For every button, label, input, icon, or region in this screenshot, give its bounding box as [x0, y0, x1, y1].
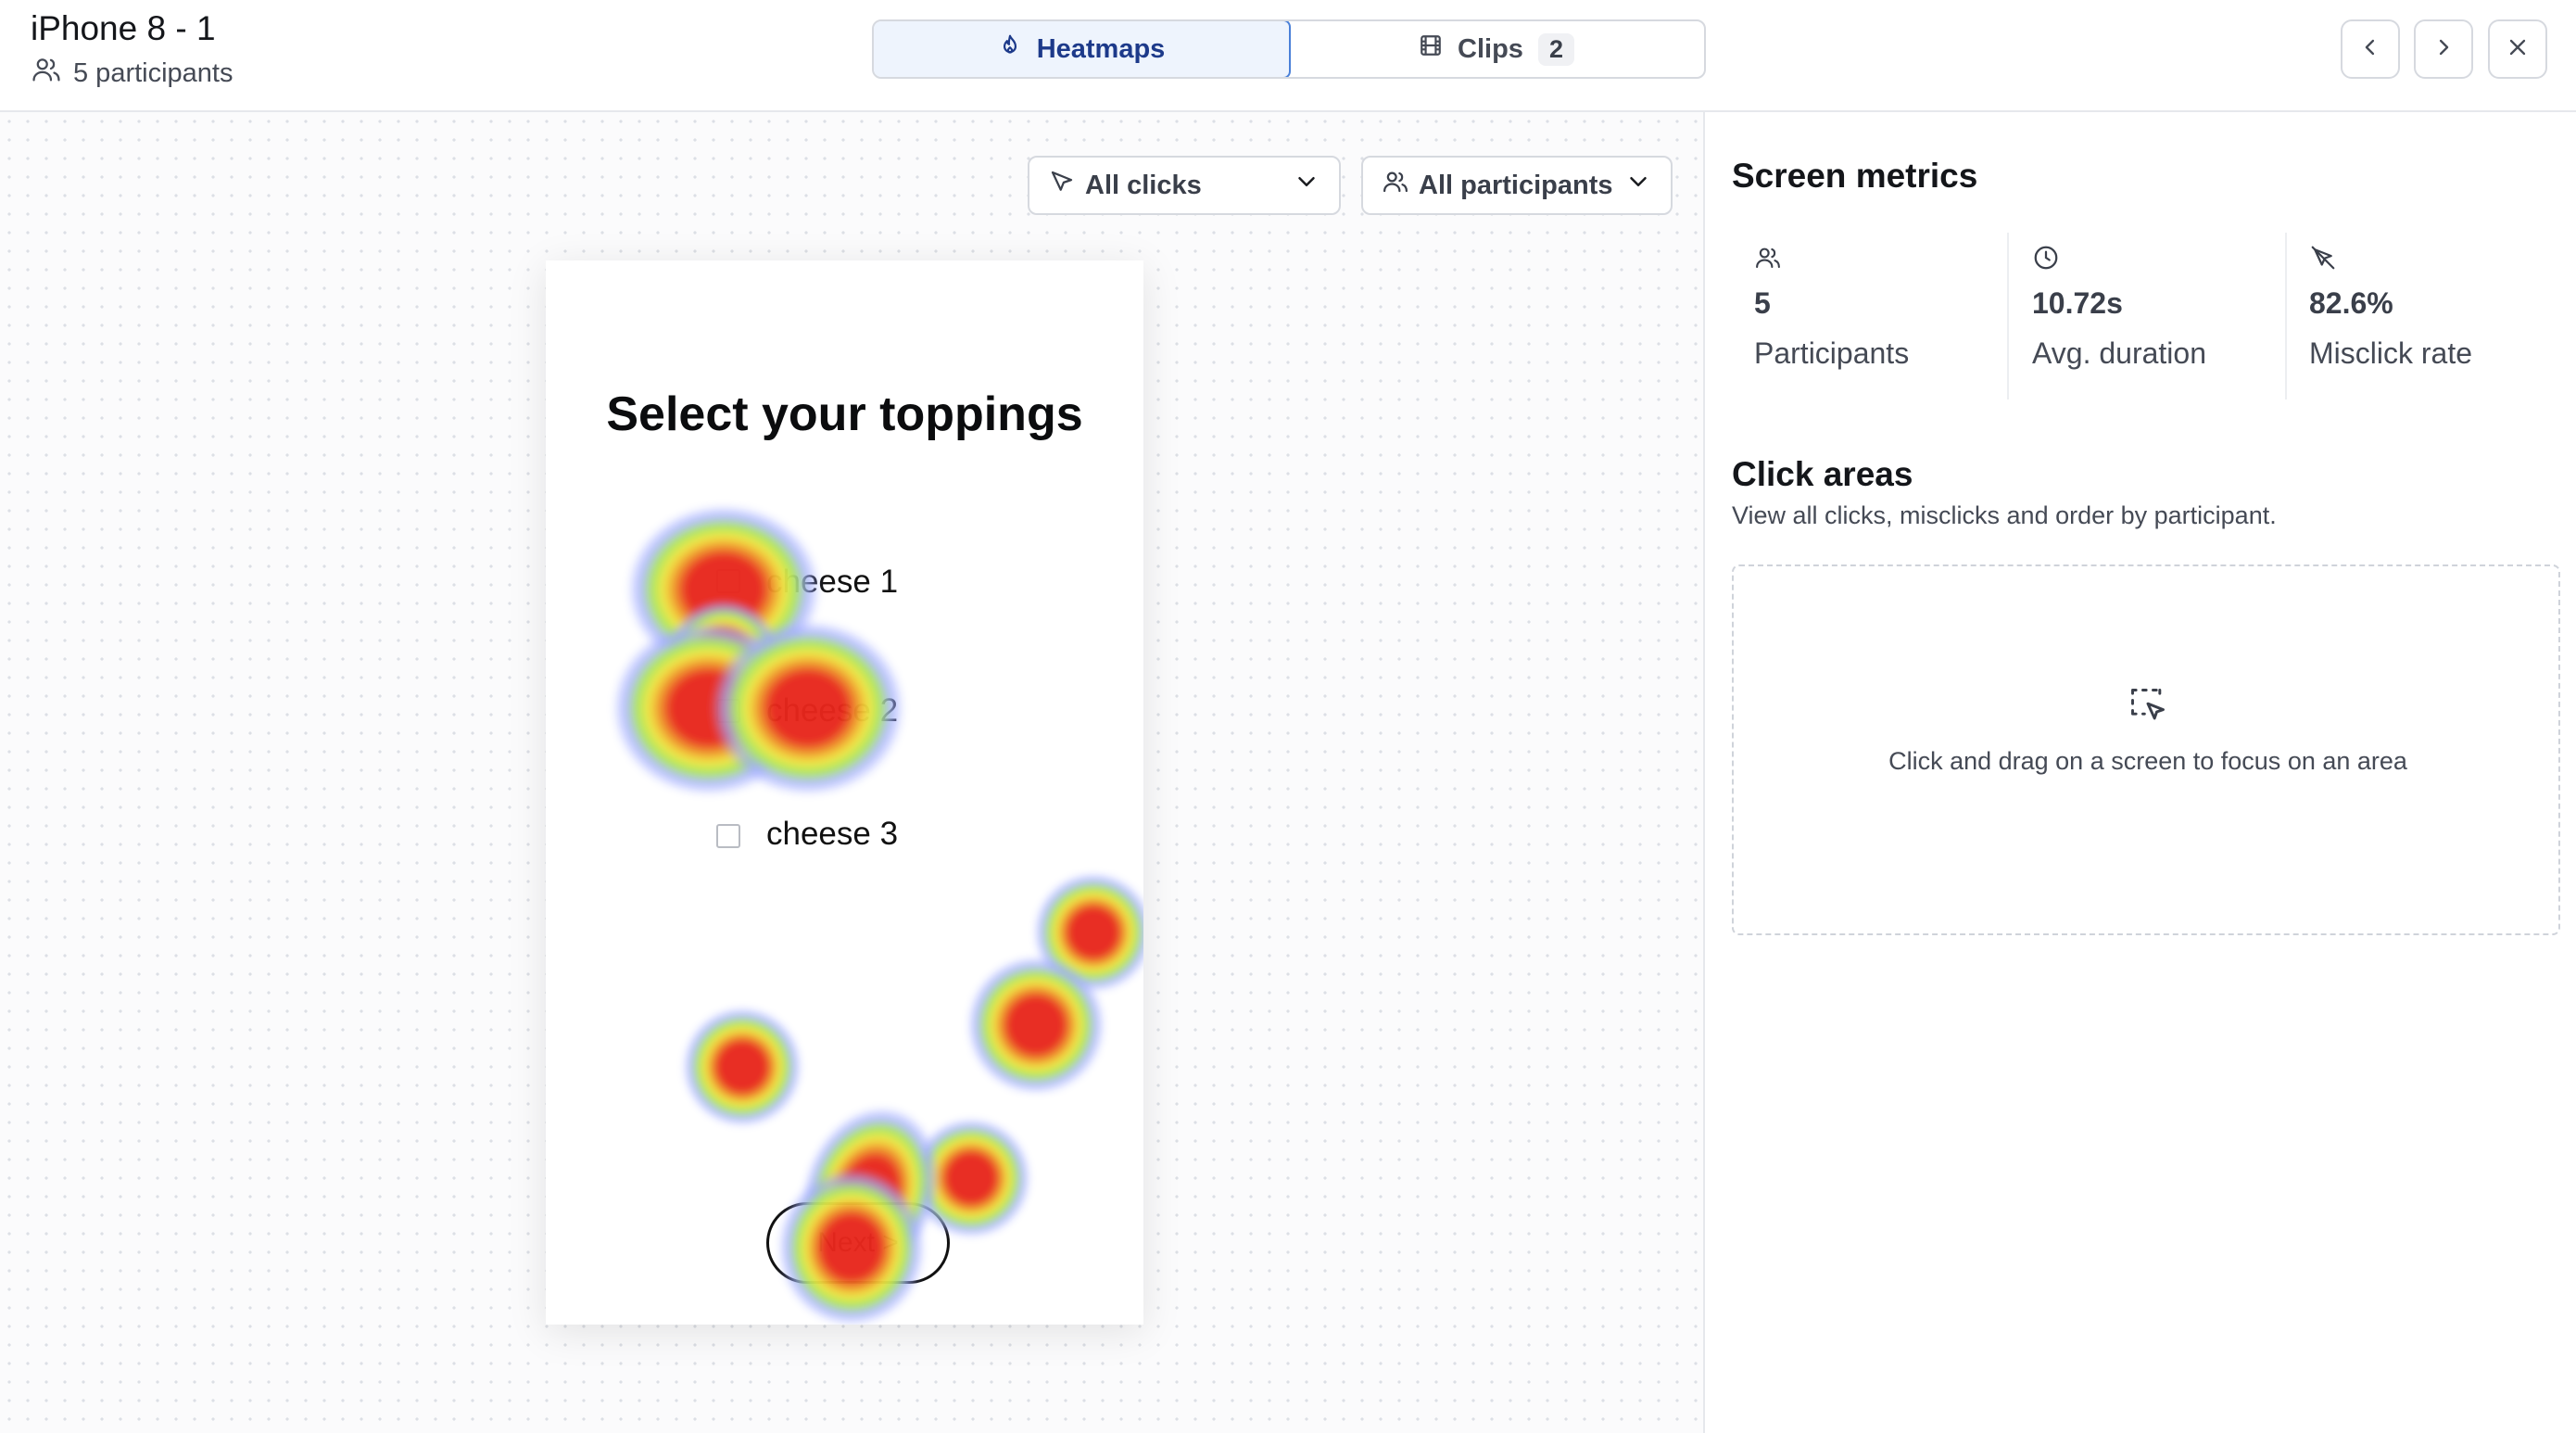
screen-heading: Select your toppings	[606, 387, 1083, 441]
users-icon	[1754, 244, 1782, 272]
users-icon	[31, 54, 62, 93]
metric-participants-value: 5	[1754, 286, 1771, 320]
previous-button[interactable]	[2341, 19, 2400, 79]
chevron-right-icon	[2431, 34, 2456, 65]
next-button[interactable]	[2414, 19, 2473, 79]
click-areas-heading: Click areas	[1732, 455, 1913, 493]
metric-participants: 5 Participants	[1754, 233, 2032, 409]
cursor-icon	[1048, 168, 1076, 203]
clicks-filter-dropdown[interactable]: All clicks	[1028, 156, 1341, 215]
metric-avg-duration-value: 10.72s	[2032, 286, 2123, 320]
metric-misclick-rate: 82.6% Misclick rate	[2309, 233, 2576, 409]
metric-misclick-rate-label: Misclick rate	[2309, 336, 2473, 370]
metric-avg-duration-label: Avg. duration	[2032, 336, 2206, 370]
chevron-down-icon	[1293, 168, 1320, 203]
tab-clips[interactable]: Clips 2	[1289, 21, 1704, 77]
tab-clips-label: Clips	[1458, 33, 1523, 64]
participants-filter-dropdown[interactable]: All participants	[1361, 156, 1673, 215]
close-icon	[2505, 34, 2531, 65]
metric-misclick-rate-value: 82.6%	[2309, 286, 2393, 320]
close-button[interactable]	[2488, 19, 2547, 79]
screen-metrics-heading: Screen metrics	[1732, 157, 1978, 195]
metric-avg-duration: 10.72s Avg. duration	[2032, 233, 2310, 409]
participants-summary: 5 participants	[31, 54, 234, 93]
users-icon	[1382, 168, 1409, 203]
select-area-icon	[2128, 685, 2168, 726]
participants-filter-label: All participants	[1419, 170, 1613, 200]
option-cheese-2-label: cheese 2	[766, 692, 899, 729]
checkbox-cheese-3	[716, 824, 740, 848]
clock-icon	[2032, 244, 2060, 272]
heat-spot	[1033, 872, 1143, 993]
checkbox-cheese-2	[716, 699, 740, 723]
heat-spot	[682, 1007, 802, 1127]
screen-preview[interactable]: Select your toppings cheese 1 cheese 2 c…	[546, 260, 1143, 1325]
flame-icon	[998, 33, 1022, 65]
participants-count-label: 5 participants	[73, 57, 234, 88]
panel-divider	[1703, 112, 1705, 1433]
metric-separator	[2285, 233, 2287, 399]
film-icon	[1419, 33, 1443, 65]
chevron-left-icon	[2357, 34, 2383, 65]
screen-next-label: Next >	[817, 1227, 899, 1258]
checkbox-cheese-1	[716, 569, 740, 593]
top-bar: iPhone 8 - 1 5 participants Heatmaps Cli…	[0, 0, 2576, 112]
option-cheese-3-label: cheese 3	[766, 816, 899, 852]
heat-spot	[966, 956, 1105, 1095]
tab-heatmaps[interactable]: Heatmaps	[874, 21, 1291, 77]
heat-spot	[668, 601, 779, 708]
tab-heatmaps-label: Heatmaps	[1036, 33, 1166, 64]
misclick-icon	[2309, 244, 2337, 272]
click-areas-description: View all clicks, misclicks and order by …	[1732, 501, 2277, 529]
option-cheese-1-label: cheese 1	[766, 564, 899, 600]
screen-title: iPhone 8 - 1	[31, 9, 216, 47]
chevron-down-icon	[1624, 168, 1652, 203]
metric-separator	[2007, 233, 2009, 399]
clips-count-badge: 2	[1537, 32, 1574, 66]
metric-participants-label: Participants	[1754, 336, 1910, 370]
screen-next-button: Next >	[766, 1202, 950, 1284]
dropzone-hint: Click and drag on a screen to focus on a…	[1888, 747, 2407, 775]
clicks-filter-label: All clicks	[1085, 170, 1202, 200]
click-area-dropzone[interactable]: Click and drag on a screen to focus on a…	[1732, 564, 2560, 935]
view-switcher: Heatmaps Clips 2	[872, 19, 1706, 79]
metrics-panel: Screen metrics 5 Participants 10.72s Avg…	[1705, 112, 2576, 1433]
